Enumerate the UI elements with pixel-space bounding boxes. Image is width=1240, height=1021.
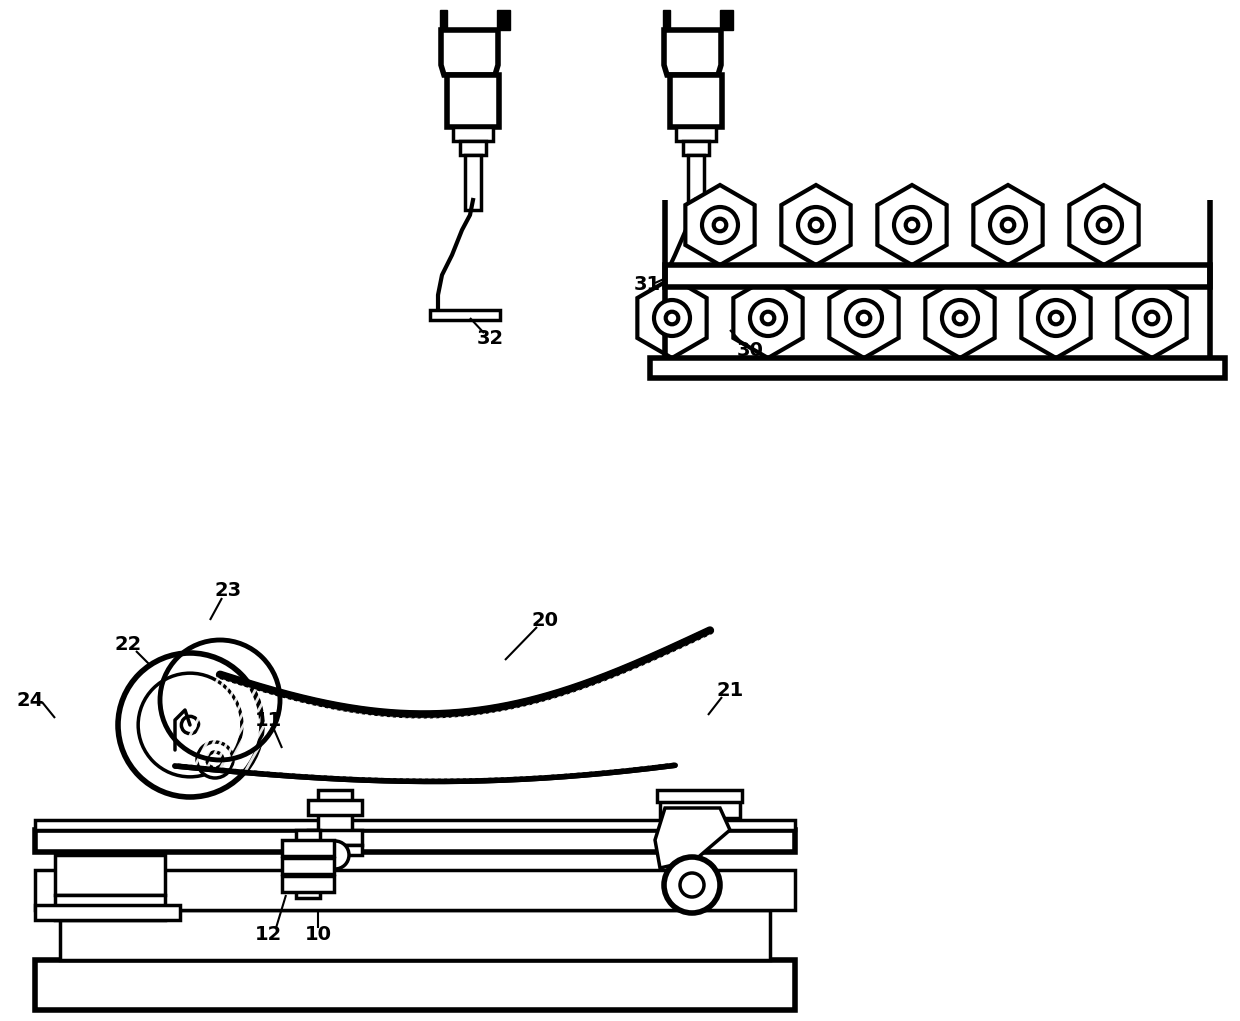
Text: 22: 22: [114, 635, 141, 654]
Circle shape: [846, 300, 882, 336]
Bar: [453, 127, 494, 141]
Circle shape: [702, 207, 738, 243]
Circle shape: [181, 717, 198, 734]
Bar: [308, 800, 362, 815]
Circle shape: [1038, 300, 1074, 336]
Bar: [688, 155, 704, 210]
Bar: [35, 870, 795, 910]
Circle shape: [1050, 311, 1063, 325]
Bar: [296, 830, 320, 898]
Polygon shape: [925, 278, 994, 358]
Text: 10: 10: [305, 925, 331, 944]
Bar: [676, 127, 715, 141]
Circle shape: [1086, 207, 1122, 243]
Polygon shape: [830, 278, 899, 358]
Bar: [308, 830, 362, 845]
Bar: [308, 845, 362, 855]
Bar: [665, 265, 1210, 287]
Polygon shape: [663, 30, 720, 75]
Circle shape: [750, 300, 786, 336]
Bar: [35, 820, 795, 830]
Text: 30: 30: [737, 340, 764, 359]
Circle shape: [321, 841, 348, 869]
Polygon shape: [878, 185, 946, 265]
Text: 24: 24: [16, 690, 43, 710]
Polygon shape: [441, 30, 498, 75]
Bar: [460, 141, 486, 155]
Bar: [281, 840, 334, 856]
Circle shape: [942, 300, 978, 336]
Bar: [281, 876, 334, 892]
Circle shape: [663, 857, 720, 913]
Bar: [55, 895, 165, 920]
Text: 23: 23: [215, 581, 242, 599]
Circle shape: [138, 673, 242, 777]
Polygon shape: [781, 185, 851, 265]
Text: 32: 32: [476, 329, 503, 347]
Polygon shape: [637, 278, 707, 358]
Bar: [55, 855, 165, 895]
Polygon shape: [430, 310, 500, 320]
Bar: [317, 790, 352, 840]
Circle shape: [799, 207, 835, 243]
Text: 12: 12: [254, 925, 281, 944]
Polygon shape: [663, 10, 670, 30]
Bar: [650, 358, 1225, 378]
Bar: [35, 960, 795, 1010]
Circle shape: [197, 742, 233, 778]
Circle shape: [653, 300, 689, 336]
Circle shape: [1002, 218, 1014, 232]
Bar: [446, 75, 498, 127]
Polygon shape: [440, 10, 446, 30]
Bar: [60, 910, 770, 960]
Circle shape: [1146, 311, 1158, 325]
Polygon shape: [1117, 278, 1187, 358]
Polygon shape: [973, 185, 1043, 265]
Circle shape: [761, 311, 774, 325]
Polygon shape: [1022, 278, 1091, 358]
Polygon shape: [655, 808, 730, 868]
Bar: [35, 830, 795, 852]
Text: 21: 21: [717, 681, 744, 699]
Bar: [35, 905, 180, 920]
Polygon shape: [497, 10, 510, 30]
Text: 11: 11: [254, 711, 281, 729]
Polygon shape: [1069, 185, 1138, 265]
Bar: [465, 155, 481, 210]
Text: 31: 31: [634, 276, 661, 294]
Text: 20: 20: [532, 611, 558, 630]
Bar: [657, 790, 742, 803]
Bar: [683, 141, 709, 155]
Circle shape: [666, 311, 678, 325]
Circle shape: [118, 653, 262, 797]
Circle shape: [954, 311, 966, 325]
Circle shape: [207, 752, 223, 768]
Bar: [281, 858, 334, 874]
Bar: [670, 75, 722, 127]
Circle shape: [714, 218, 727, 232]
Circle shape: [990, 207, 1025, 243]
Bar: [660, 800, 740, 818]
Circle shape: [1097, 218, 1110, 232]
Circle shape: [1135, 300, 1171, 336]
Circle shape: [905, 218, 919, 232]
Circle shape: [680, 873, 704, 897]
Circle shape: [894, 207, 930, 243]
Polygon shape: [720, 10, 733, 30]
Circle shape: [810, 218, 822, 232]
Polygon shape: [686, 185, 755, 265]
Polygon shape: [733, 278, 802, 358]
Circle shape: [858, 311, 870, 325]
